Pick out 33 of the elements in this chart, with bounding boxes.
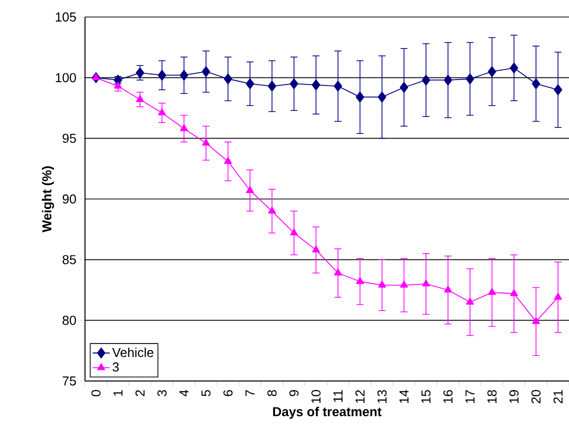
x-tick-label: 3 <box>157 390 167 396</box>
x-tick-label: 11 <box>334 390 342 402</box>
x-tick-label: 9 <box>289 390 299 396</box>
y-tick-label: 85 <box>62 255 76 264</box>
x-tick-label: 18 <box>487 390 497 403</box>
x-tick-label: 19 <box>509 390 519 403</box>
x-tick-label: 2 <box>135 390 145 396</box>
y-tick-label: 100 <box>56 73 76 82</box>
y-tick-label: 90 <box>62 194 76 204</box>
x-tick-label: 21 <box>553 390 563 404</box>
y-tick-label: 105 <box>56 12 76 22</box>
x-tick-label: 0 <box>91 390 101 396</box>
legend-label: 3 <box>112 362 119 372</box>
x-tick-label: 5 <box>201 390 211 396</box>
x-tick-label: 4 <box>180 390 188 396</box>
x-tick-label: 14 <box>400 390 408 403</box>
y-tick-label: 80 <box>62 316 76 325</box>
x-tick-label: 13 <box>377 390 387 403</box>
x-tick-label: 7 <box>246 390 254 396</box>
y-tick-label: 75 <box>62 376 76 386</box>
x-tick-label: 16 <box>443 390 453 403</box>
x-tick-label: 20 <box>531 390 541 404</box>
x-tick-label: 6 <box>223 390 233 396</box>
y-tick-label: 95 <box>62 134 76 143</box>
x-tick-label: 17 <box>466 390 474 403</box>
legend-label: Vehicle <box>112 348 154 358</box>
y-axis-title: Weight (%) <box>42 166 54 232</box>
x-tick-label: 12 <box>355 390 365 403</box>
x-tick-label: 15 <box>421 390 431 403</box>
x-axis-title: Days of treatment <box>273 406 382 419</box>
x-tick-label: 10 <box>311 390 321 403</box>
x-tick-label: 8 <box>267 390 277 396</box>
x-tick-label: 1 <box>114 390 122 396</box>
